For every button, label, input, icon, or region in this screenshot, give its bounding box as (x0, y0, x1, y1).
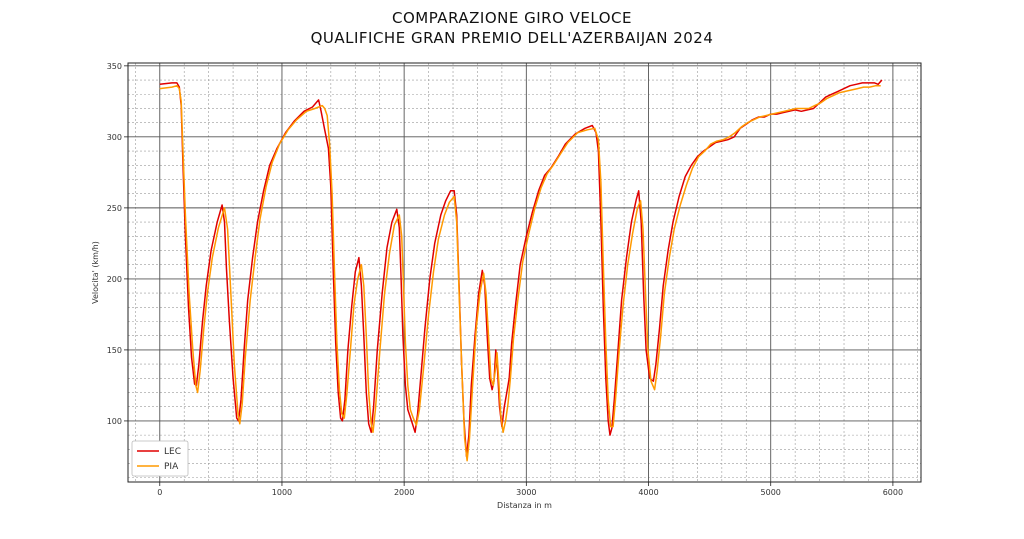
plot-frame (127, 62, 922, 483)
legend-box (131, 440, 189, 477)
y-tick-label: 150 (107, 346, 122, 355)
legend: LEC PIA (131, 440, 189, 477)
legend-label-pia: PIA (164, 462, 179, 472)
y-tick-label: 350 (107, 62, 122, 71)
y-tick-label: 250 (107, 204, 122, 213)
x-axis-label: Distanza in m (497, 501, 552, 510)
x-tick-label: 6000 (883, 488, 903, 497)
y-tick-label: 200 (107, 275, 122, 284)
series-line-lec (159, 79, 883, 458)
y-axis-label: Velocita' (km/h) (91, 241, 100, 304)
x-tick-label: 4000 (638, 488, 658, 497)
x-tick-label: 1000 (272, 488, 292, 497)
series-line-pia (159, 84, 881, 462)
y-tick-label: 100 (107, 417, 122, 426)
x-tick-label: 3000 (516, 488, 536, 497)
y-tick-label: 300 (107, 133, 122, 142)
chart-title: COMPARAZIONE GIRO VELOCE (392, 9, 632, 27)
plot-area (128, 63, 921, 482)
x-tick-label: 0 (157, 488, 162, 497)
grid (128, 63, 921, 482)
legend-label-lec: LEC (164, 447, 181, 457)
x-tick-label: 5000 (761, 488, 781, 497)
chart-subtitle: QUALIFICHE GRAN PREMIO DELL'AZERBAIJAN 2… (310, 29, 714, 47)
x-tick-label: 2000 (394, 488, 414, 497)
